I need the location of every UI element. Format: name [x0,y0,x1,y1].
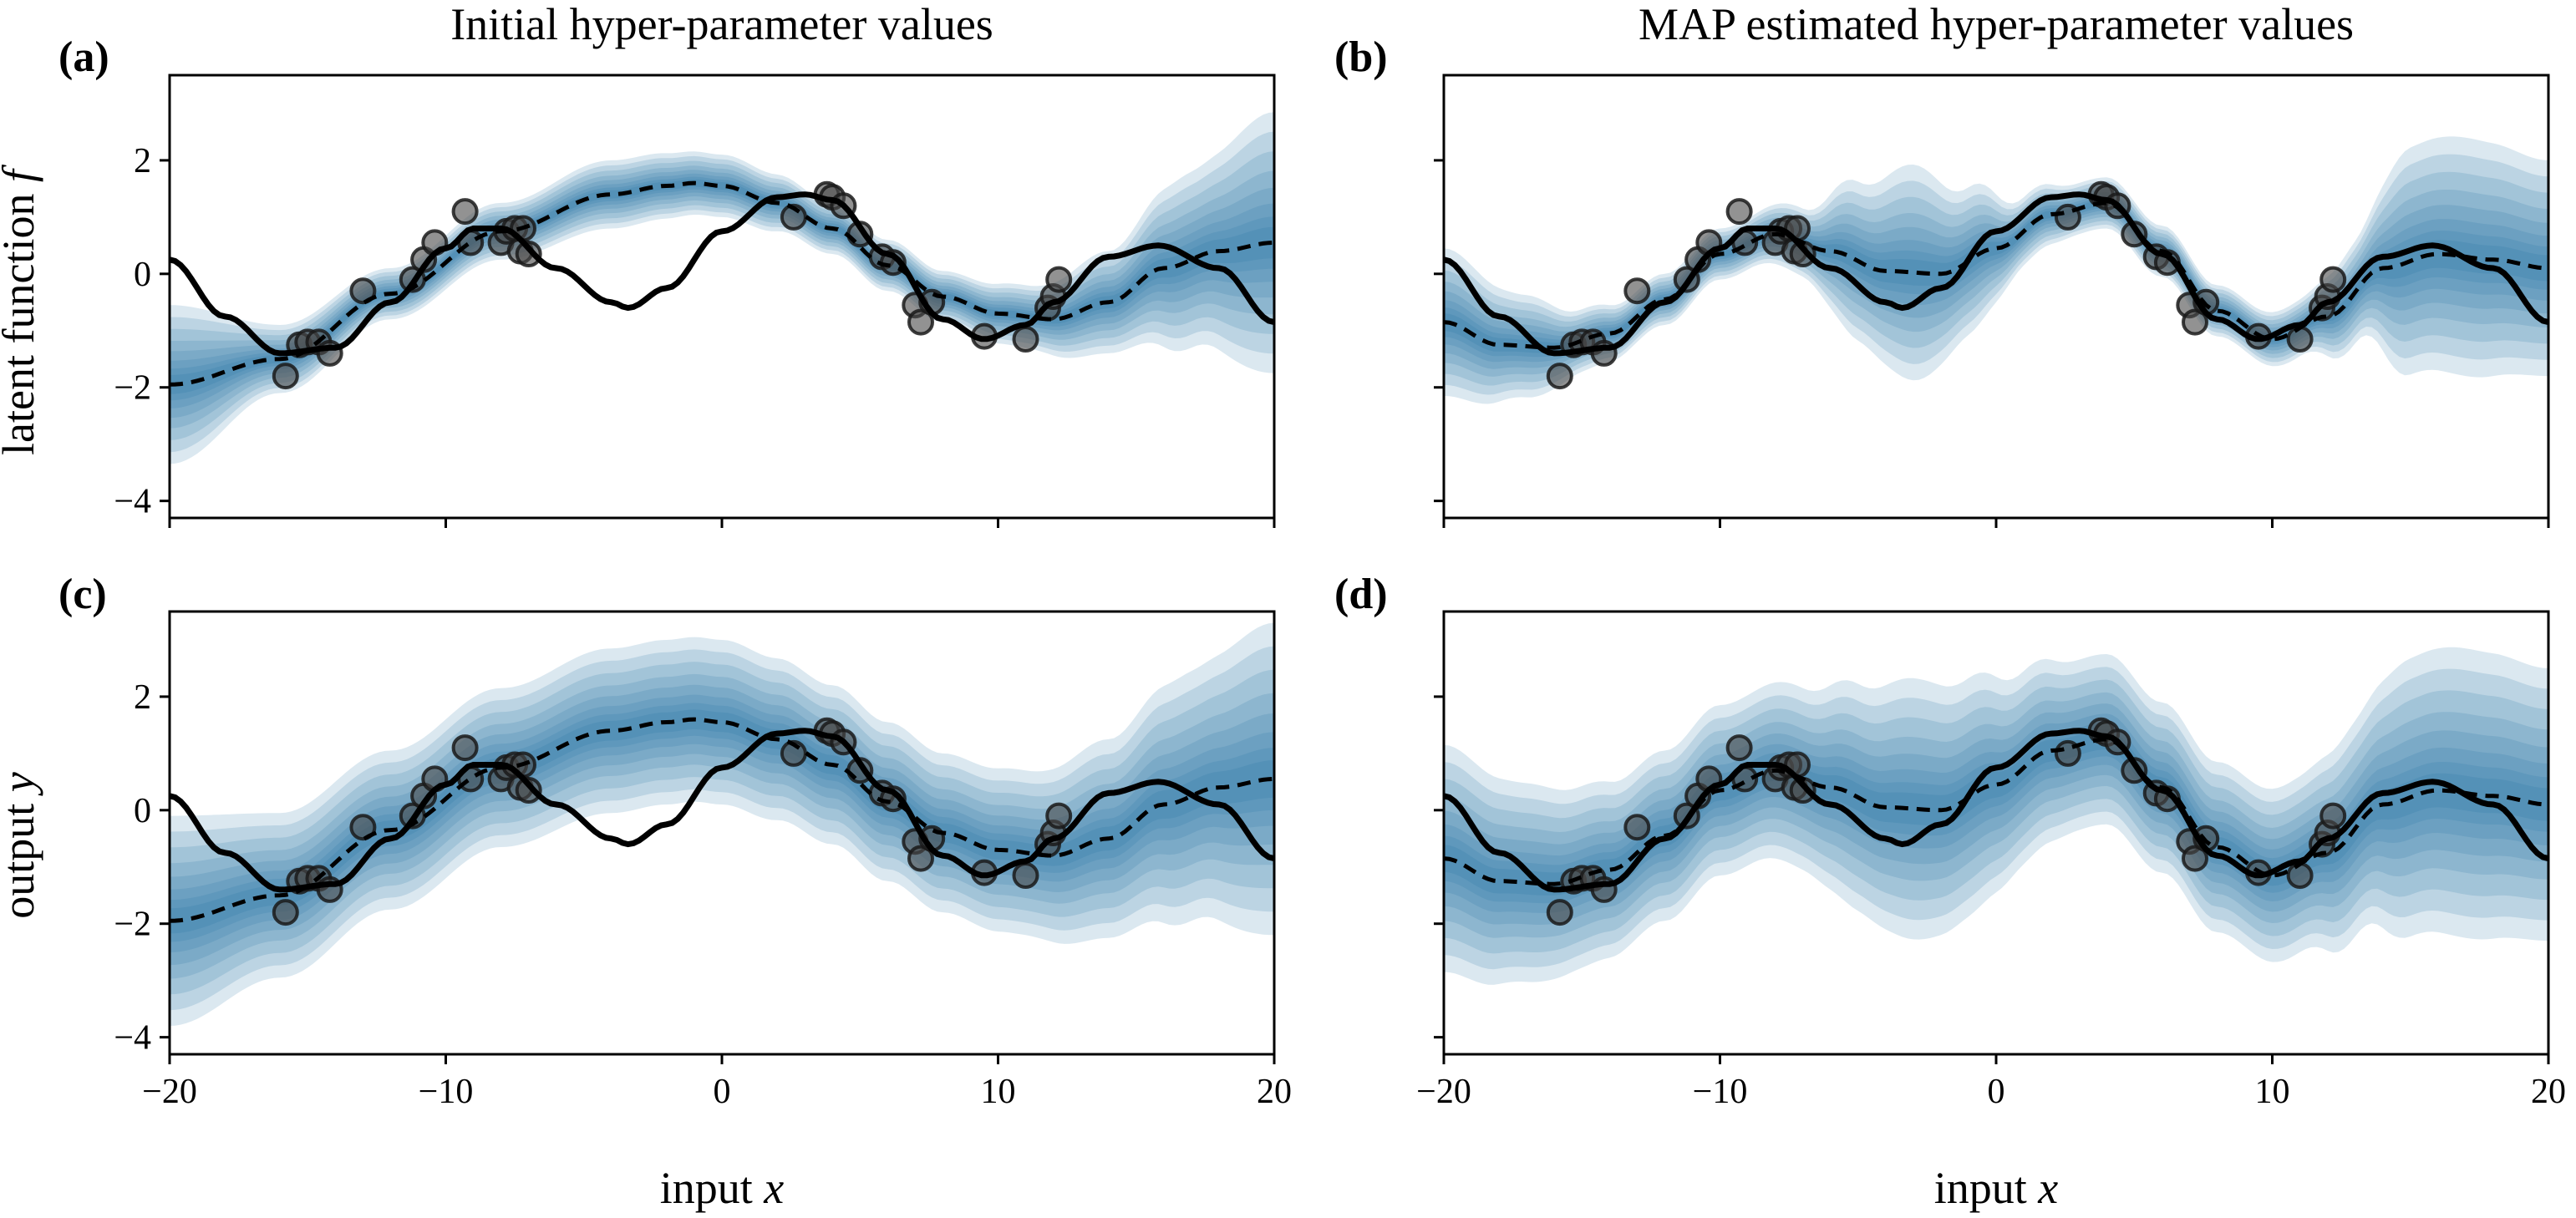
true-function-line [170,191,1274,357]
data-point [349,814,377,841]
band-layer [1444,692,2548,938]
x-tick-label: 20 [2531,1073,2566,1111]
band-layer [1444,189,2548,377]
band-layer [170,173,1274,409]
band-layer [170,622,1274,1026]
data-point [2319,266,2347,293]
data-point [1012,326,1039,353]
data-point [1623,277,1651,305]
y-tick-label: −4 [114,1019,151,1058]
column-title-left: Initial hyper-parameter values [450,0,993,49]
y-tick-label: −4 [114,483,151,521]
data-point [1012,862,1039,889]
panel-d: −20 −10 0 10 20 (d) [1334,571,2566,1111]
band-layer [170,165,1274,429]
band-layer [1444,667,2548,970]
data-point [907,845,934,872]
data-point [1045,266,1073,293]
band-layer [1444,679,2548,954]
true-function-line [1444,191,2548,357]
row-ylabel-top: latent function f [0,164,43,455]
column-title-right: MAP estimated hyper-parameter values [1639,0,2354,49]
data-point [2286,862,2314,889]
band-layer [170,703,1274,942]
panel-label-c: (c) [58,571,107,618]
data-point [451,198,479,226]
band-layer [1444,195,2548,363]
band-layer [1444,713,2548,913]
x-tick-label: −10 [1693,1073,1748,1111]
data-point [1725,734,1753,762]
panel-label-a: (a) [58,33,109,81]
y-tick-label: 2 [134,678,151,717]
data-point [907,308,934,336]
data-point [272,899,299,926]
x-tick-label: 0 [714,1073,731,1111]
data-points [272,717,1073,926]
mean-line [170,717,1274,923]
y-tick-label: 0 [134,792,151,830]
uncertainty-band [1444,647,2548,985]
x-tick-label: −20 [142,1073,197,1111]
panel-b: (b) [1334,33,2550,528]
data-point [2182,845,2208,872]
mean-line [1444,737,2548,886]
y-tick-label: −2 [114,906,151,944]
data-point [272,363,299,390]
band-layer [170,709,1274,934]
row-ylabel-bottom: output y [0,772,43,919]
band-layer [1444,197,2548,358]
true-function-line [170,728,1274,893]
y-tick-label: 2 [134,142,151,180]
panel-label-b: (b) [1334,33,1388,81]
data-point [451,734,479,762]
uncertainty-band [170,622,1274,1026]
data-point [1045,802,1073,830]
panel-c: −20 −10 0 10 20−4−202(c) [58,571,1292,1111]
band-layer [1444,647,2548,985]
x-tick-label: −20 [1416,1073,1471,1111]
data-point [515,241,542,267]
data-point [2319,802,2347,830]
panel-label-d: (d) [1334,571,1388,618]
band-layer [1444,728,2548,896]
band-layer [1444,171,2548,386]
data-point [2182,308,2208,336]
x-tick-label: 0 [1988,1073,2005,1111]
band-layer [170,694,1274,952]
x-tick-label: 10 [2255,1073,2290,1111]
data-point [2286,326,2314,353]
x-tick-label: 20 [1257,1073,1292,1111]
x-axis-label-left: input x [660,1163,785,1213]
panel-a: −4 −2 0 2 (a) [58,33,1276,528]
true-function-line [1444,728,2548,893]
x-axis-label-right: input x [1934,1163,2059,1213]
mean-line [1444,200,2548,350]
data-point [780,739,807,767]
mean-line [170,180,1274,387]
data-point [1623,814,1651,841]
data-point [515,777,542,804]
y-tick-label: 0 [134,256,151,294]
band-layer [170,646,1274,1011]
data-point [780,203,807,231]
data-point [1546,899,1573,926]
x-tick-label: 10 [981,1073,1016,1111]
data-point [1546,363,1573,390]
data-point [1725,198,1753,226]
band-layer [170,662,1274,995]
x-tick-label: −10 [419,1073,474,1111]
data-point [349,277,377,305]
uncertainty-band [170,112,1274,464]
y-tick-label: −2 [114,369,151,408]
